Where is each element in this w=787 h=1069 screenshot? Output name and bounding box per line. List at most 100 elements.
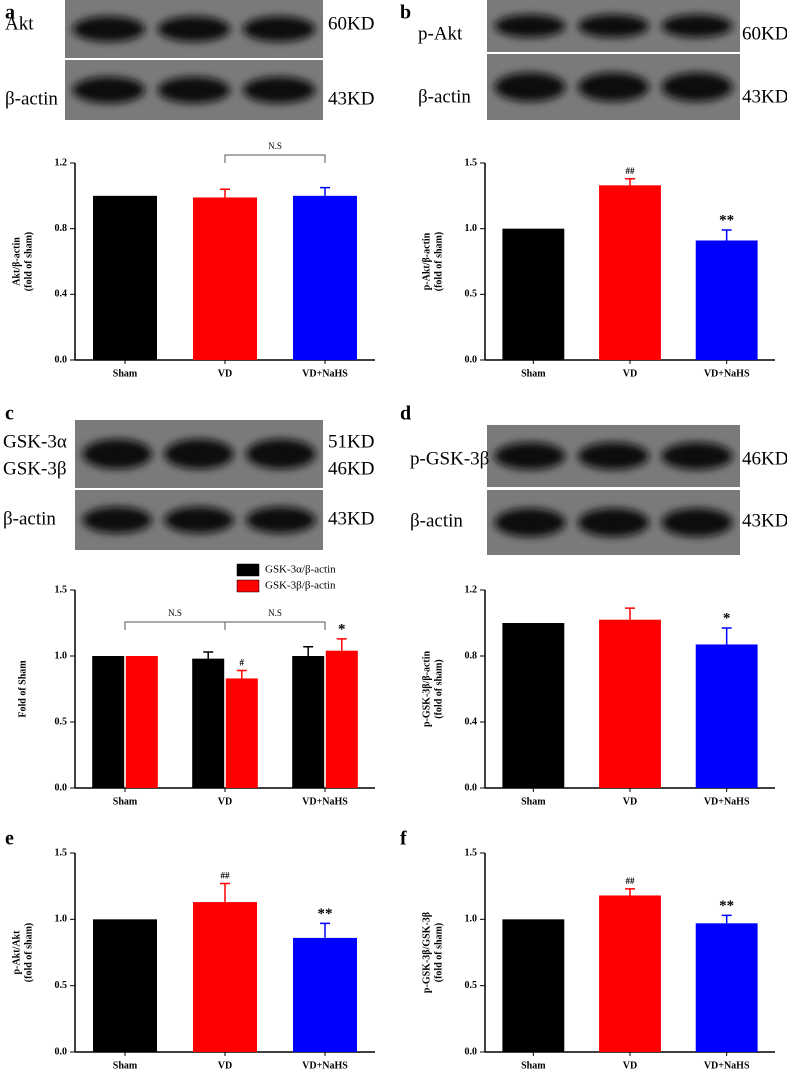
x-tick-label: Sham [113,368,138,379]
blot-size: 46KD [742,448,787,469]
error-bar [236,669,247,679]
y-tick-label: 0.5 [55,980,68,991]
error-bar [721,914,732,924]
bar [293,195,357,360]
blot-band [661,14,733,38]
blot-band [578,14,649,38]
y-tick-label: 0.0 [55,1046,68,1057]
error-bar [336,638,347,651]
bar [125,656,158,788]
bar [695,644,758,788]
panel-letter: b [400,2,411,24]
blot-band [661,442,733,470]
blot-label: GSK-3β [3,458,67,479]
y-tick-label: 1.5 [55,847,68,858]
blot-band [494,442,566,470]
x-tick-label: VD+NaHS [704,1060,750,1069]
blot-band [246,439,316,469]
panel-letter: d [400,403,411,425]
y-axis-label: Fold of Sham [17,660,28,718]
x-tick-label: Sham [113,1060,138,1069]
y-axis-label: (fold of sham) [23,232,34,291]
blot-label: Akt [5,13,34,34]
x-tick-label: VD [218,796,232,807]
significance-mark: # [240,658,245,668]
bar [695,923,758,1052]
bar [225,678,258,788]
blot-band [578,508,649,537]
bar [502,623,565,788]
bracket [224,154,326,163]
blot-size: 43KD [328,88,374,109]
blot-band [494,508,566,537]
x-tick-label: VD+NaHS [302,1060,348,1069]
bar [325,650,358,788]
bar [92,656,125,788]
blot-size: 43KD [328,508,374,529]
bar [502,919,565,1052]
y-tick-label: 1.0 [465,914,478,925]
x-tick-label: Sham [521,796,546,807]
y-tick-label: 0.0 [55,782,68,793]
y-tick-label: 1.5 [465,157,478,168]
blot-band [243,76,316,104]
bracket-label: N.S [268,608,282,618]
blot-label: β-actin [3,508,56,529]
blot-band [494,72,566,102]
blot-size: 60KD [742,23,787,44]
blot-band [246,506,316,534]
error-bar [625,178,635,186]
y-tick-label: 0.5 [55,716,68,727]
blot-size: 60KD [328,13,374,34]
error-bar [320,922,330,938]
significance-mark: * [723,610,731,626]
x-tick-label: Sham [521,368,546,379]
blot-size: 43KD [742,86,787,107]
error-bar [220,188,230,198]
bracket [124,621,226,630]
x-tick-label: VD [623,796,637,807]
y-tick-label: 0.0 [465,354,478,365]
error-bar [303,646,314,656]
x-tick-label: VD+NaHS [302,796,348,807]
legend-swatch [236,563,260,577]
y-axis-label: (fold of sham) [433,232,444,291]
panel-letter: a [5,2,15,24]
significance-mark: ** [719,212,734,228]
panel-letter: f [400,828,407,850]
blot-size: 43KD [742,510,787,531]
blot-size: 46KD [328,458,374,479]
y-axis-label: (fold of sham) [433,923,444,982]
y-axis-label: p-GSK-3β/GSK-3β [421,912,432,993]
significance-mark: ## [626,166,636,176]
blot-label: β-actin [418,86,471,107]
significance-mark: ## [626,876,636,886]
y-tick-label: 1.2 [55,157,68,168]
x-tick-label: VD [623,368,637,379]
bar [93,195,157,360]
error-bar [721,627,732,645]
bar [93,919,157,1052]
y-tick-label: 0.5 [465,289,478,300]
error-bar [625,888,635,896]
y-tick-label: 1.2 [465,584,478,595]
y-axis-label: Akt/β-actin [11,237,22,286]
x-tick-label: VD+NaHS [704,796,750,807]
y-tick-label: 0.8 [55,223,68,234]
blot-label: p-Akt [418,23,463,44]
blot-band [157,16,231,42]
significance-mark: * [338,621,346,637]
blot-label: p-GSK-3β [410,448,489,469]
blot-band [494,14,566,38]
blot-band [661,508,733,537]
bar [599,895,661,1052]
y-axis-label: (fold of sham) [433,659,444,718]
x-tick-label: VD [218,1060,232,1069]
blot-band [578,442,649,470]
x-tick-label: VD+NaHS [704,368,750,379]
bar [292,656,325,788]
blot-band [164,506,234,534]
x-tick-label: VD [623,1060,637,1069]
blot-band [661,72,733,102]
